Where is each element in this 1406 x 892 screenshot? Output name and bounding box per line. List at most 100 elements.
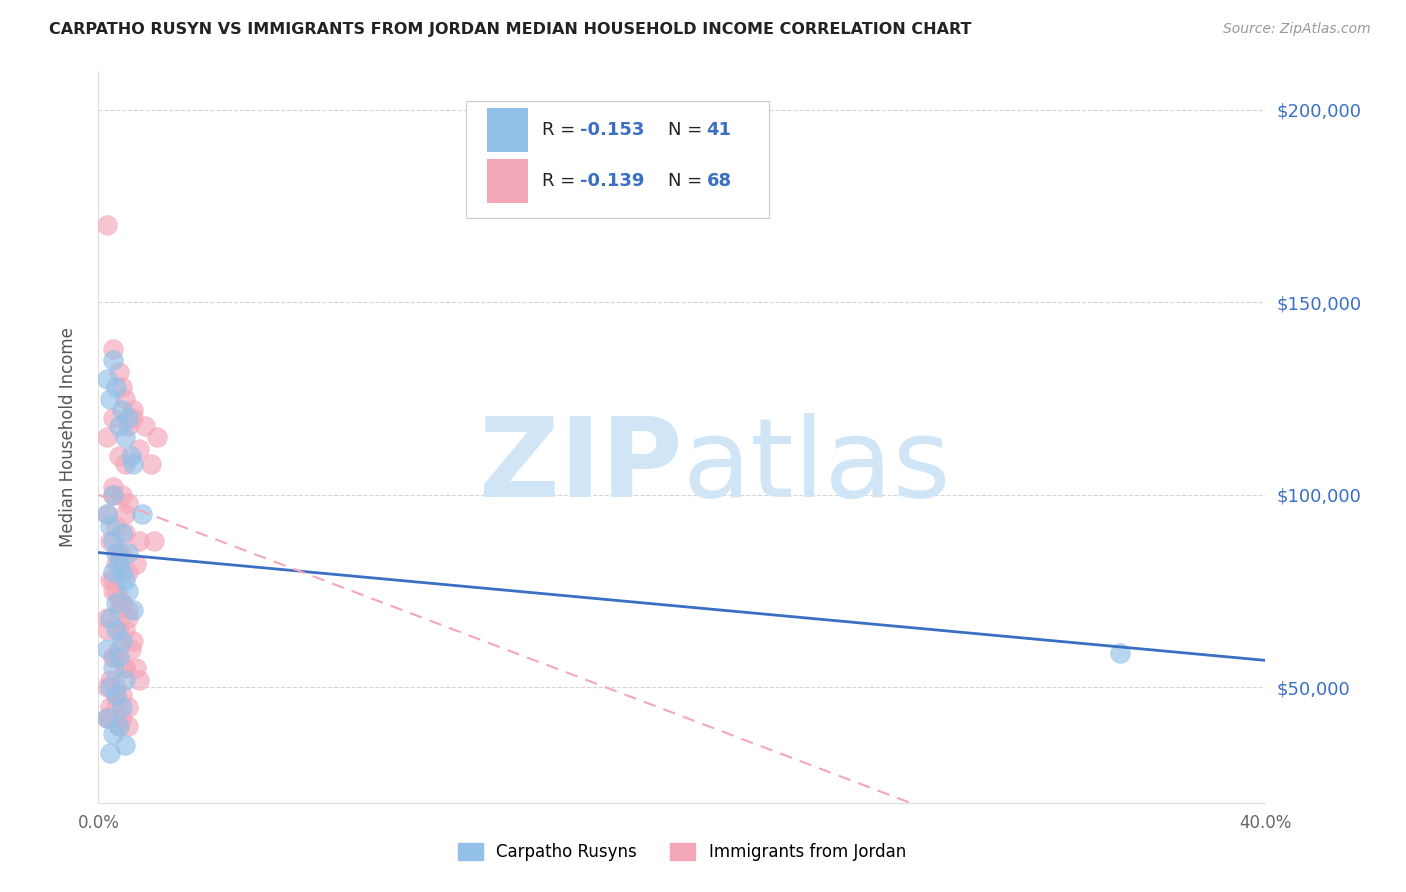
Point	[98, 673, 121, 687]
Point	[139, 457, 162, 471]
Point	[104, 584, 127, 599]
Point	[104, 545, 127, 559]
Point	[98, 711, 121, 725]
Point	[120, 641, 142, 656]
Point	[111, 526, 134, 541]
Point	[108, 719, 131, 733]
Text: R =: R =	[541, 121, 581, 139]
Point	[101, 649, 124, 664]
Point	[134, 418, 156, 433]
Point	[98, 518, 121, 533]
Point	[111, 545, 134, 559]
Point	[108, 418, 131, 433]
Point	[96, 507, 118, 521]
Point	[98, 392, 121, 406]
Point	[111, 380, 134, 394]
Point	[111, 565, 134, 579]
Point	[108, 623, 131, 637]
Point	[1108, 646, 1130, 660]
Point	[98, 534, 121, 549]
Point	[104, 380, 127, 394]
Point	[114, 573, 136, 587]
Point	[108, 450, 131, 464]
Text: 41: 41	[706, 121, 731, 139]
Point	[114, 392, 136, 406]
Point	[111, 634, 134, 648]
Point	[104, 557, 127, 571]
Point	[98, 699, 121, 714]
Point	[104, 688, 127, 702]
Text: N =: N =	[668, 172, 707, 190]
Point	[104, 623, 127, 637]
Point	[104, 518, 127, 533]
Point	[111, 403, 134, 417]
Point	[96, 711, 118, 725]
Point	[96, 611, 118, 625]
Point	[104, 699, 127, 714]
Point	[108, 649, 131, 664]
Point	[98, 681, 121, 695]
Text: -0.139: -0.139	[581, 172, 645, 190]
Point	[108, 719, 131, 733]
Point	[117, 719, 139, 733]
Point	[98, 573, 121, 587]
Point	[111, 596, 134, 610]
Point	[114, 430, 136, 444]
Point	[96, 711, 118, 725]
Point	[117, 410, 139, 425]
Point	[111, 711, 134, 725]
Point	[117, 603, 139, 617]
Point	[114, 507, 136, 521]
Text: 68: 68	[706, 172, 731, 190]
Point	[114, 623, 136, 637]
Point	[114, 738, 136, 752]
Point	[146, 430, 169, 444]
Point	[128, 534, 150, 549]
Bar	[486, 108, 527, 152]
Point	[96, 219, 118, 233]
Text: ZIP: ZIP	[478, 413, 682, 520]
Point	[96, 507, 118, 521]
Point	[131, 507, 153, 521]
Point	[117, 565, 139, 579]
Point	[128, 442, 150, 456]
Point	[101, 342, 124, 356]
Legend: Carpatho Rusyns, Immigrants from Jordan: Carpatho Rusyns, Immigrants from Jordan	[451, 836, 912, 868]
Point	[96, 372, 118, 386]
Point	[122, 634, 145, 648]
Point	[96, 623, 118, 637]
Point	[101, 488, 124, 502]
Point	[101, 353, 124, 368]
Point	[108, 603, 131, 617]
Point	[111, 488, 134, 502]
Point	[101, 488, 124, 502]
Text: Source: ZipAtlas.com: Source: ZipAtlas.com	[1223, 22, 1371, 37]
Point	[101, 480, 124, 494]
Point	[96, 681, 118, 695]
Point	[98, 611, 121, 625]
FancyBboxPatch shape	[465, 101, 769, 218]
Point	[122, 403, 145, 417]
Point	[111, 596, 134, 610]
Point	[108, 591, 131, 606]
Text: atlas: atlas	[682, 413, 950, 520]
Text: -0.153: -0.153	[581, 121, 645, 139]
Point	[114, 661, 136, 675]
Point	[114, 526, 136, 541]
Point	[101, 534, 124, 549]
Point	[117, 495, 139, 509]
Point	[125, 557, 148, 571]
Point	[128, 673, 150, 687]
Point	[101, 573, 124, 587]
Text: R =: R =	[541, 172, 581, 190]
Point	[101, 661, 124, 675]
Point	[104, 596, 127, 610]
Point	[96, 430, 118, 444]
Text: CARPATHO RUSYN VS IMMIGRANTS FROM JORDAN MEDIAN HOUSEHOLD INCOME CORRELATION CHA: CARPATHO RUSYN VS IMMIGRANTS FROM JORDAN…	[49, 22, 972, 37]
Point	[101, 726, 124, 740]
Point	[117, 545, 139, 559]
Point	[108, 641, 131, 656]
Point	[96, 641, 118, 656]
Y-axis label: Median Household Income: Median Household Income	[59, 327, 77, 547]
Point	[101, 584, 124, 599]
